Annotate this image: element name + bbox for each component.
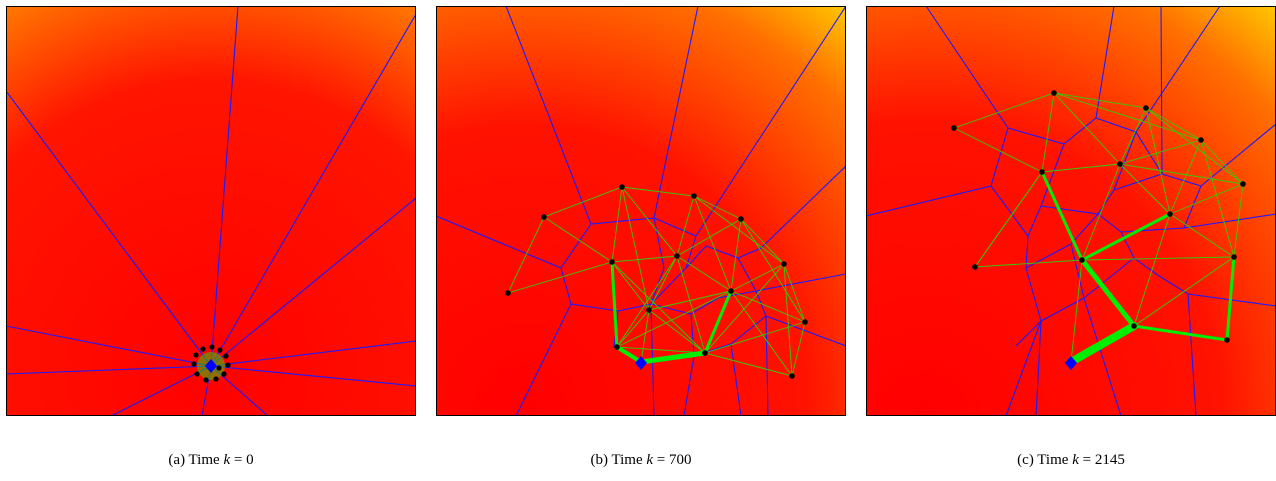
agent-dot [738, 216, 744, 222]
caption-equals: = [230, 452, 247, 468]
agent-dot [1167, 211, 1173, 217]
agent-dot [702, 350, 708, 356]
agent-dot [614, 344, 620, 350]
agent-dot [213, 376, 219, 382]
voronoi-edges [866, 6, 1276, 416]
agent-dot [691, 193, 697, 199]
agent-dot [972, 264, 978, 270]
plot-frame [436, 6, 846, 416]
agent-dot [221, 371, 227, 377]
caption-c: (c) Time k = 2145 [861, 452, 1276, 469]
routing-path [610, 260, 733, 365]
agent-dot [216, 365, 222, 371]
agent-dot [728, 288, 734, 294]
base-station-icon [205, 359, 217, 373]
agent-dot [781, 261, 787, 267]
agent-dot [674, 253, 680, 259]
agent-cluster [191, 344, 231, 383]
caption-equals: = [653, 452, 669, 468]
agent-dot [209, 344, 215, 350]
agent-dot [191, 361, 197, 367]
agents [951, 90, 1246, 343]
agent-dot [789, 373, 795, 379]
caption-prefix: (c) Time [1017, 452, 1073, 468]
caption-variable: k [223, 452, 231, 468]
caption-b: (b) Time k = 700 [431, 452, 851, 469]
agent-dot [1117, 161, 1123, 167]
agent-dot [609, 259, 615, 265]
coverage-plot-a [6, 6, 416, 416]
caption-value: 700 [669, 452, 692, 468]
agent-dot [1240, 181, 1246, 187]
agent-dot [1224, 337, 1230, 343]
agent-dot [1143, 105, 1149, 111]
agent-dot [225, 362, 231, 368]
caption-equals: = [1078, 452, 1095, 468]
agent-dot [1039, 169, 1045, 175]
agent-dot [1231, 254, 1237, 260]
agent-dot [802, 319, 808, 325]
agent-dot [193, 352, 199, 358]
agent-dot [505, 290, 511, 296]
agent-dot [646, 307, 652, 313]
caption-a: (a) Time k = 0 [1, 452, 421, 469]
agent-dot [1079, 257, 1085, 263]
agent-dot [619, 184, 625, 190]
agent-dot [541, 214, 547, 220]
panel-time-2145 [866, 6, 1276, 416]
density-field [866, 6, 1276, 416]
caption-variable: k [646, 452, 654, 468]
agent-dot [1198, 137, 1204, 143]
agent-dot [194, 371, 200, 377]
agent-dot [1131, 323, 1137, 329]
agent-dot [223, 353, 229, 359]
caption-variable: k [1072, 452, 1079, 468]
base-station-icon [635, 356, 647, 370]
base-station-icon [1065, 356, 1077, 370]
agent-dot [951, 125, 957, 131]
agent-dot [200, 346, 206, 352]
agent-dot [217, 347, 223, 353]
agent-dot [1051, 90, 1057, 96]
agent-dot [203, 377, 209, 383]
caption-prefix: (b) Time [590, 452, 647, 468]
plot-frame [6, 6, 416, 416]
coverage-plot-b [436, 6, 846, 416]
panel-time-700 [436, 6, 846, 416]
caption-value: 0 [246, 452, 254, 468]
caption-value: 2145 [1094, 452, 1125, 468]
caption-prefix: (a) Time [168, 452, 224, 468]
coverage-plot-c [866, 6, 1276, 416]
agents [505, 184, 808, 379]
routing-path [1040, 170, 1236, 366]
panel-time-0 [6, 6, 416, 416]
